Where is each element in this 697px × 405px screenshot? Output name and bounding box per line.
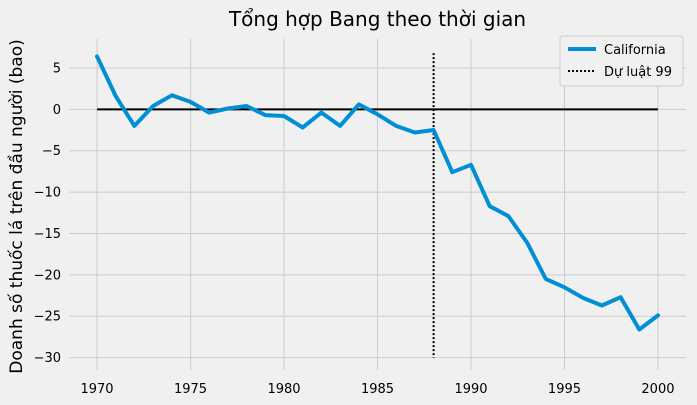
y-tick-label: −10 (34, 186, 61, 201)
x-tick-label: 1995 (548, 382, 581, 397)
x-tick-label: 1980 (267, 382, 300, 397)
legend-label-california: California (604, 43, 666, 58)
x-tick-label: 1970 (80, 382, 113, 397)
x-tick-label: 1975 (174, 382, 207, 397)
chart-title: Tổng hợp Bang theo thời gian (228, 7, 526, 31)
legend: California Dự luật 99 (559, 35, 684, 87)
x-tick-label: 1985 (361, 382, 394, 397)
legend-label-proposition-99: Dự luật 99 (604, 65, 672, 80)
y-tick-label: 5 (53, 61, 61, 76)
reference-lines (97, 53, 658, 358)
y-axis-title: Doanh số thuốc lá trên đầu người (bao) (6, 39, 27, 373)
series-line-california (95, 54, 660, 332)
y-tick-label: 0 (53, 103, 61, 118)
tick-labels: 1970 1975 1980 1985 1990 1995 2000 5 0 −5 −10 −15 −2… (34, 61, 675, 397)
y-tick-label: −25 (34, 310, 61, 325)
series-layer (95, 54, 660, 332)
y-tick-label: −20 (34, 268, 61, 283)
x-tick-label: 1990 (454, 382, 487, 397)
y-tick-label: −15 (34, 227, 61, 242)
y-tick-label: −30 (34, 351, 61, 366)
y-tick-label: −5 (42, 144, 61, 159)
x-tick-label: 2000 (641, 382, 674, 397)
